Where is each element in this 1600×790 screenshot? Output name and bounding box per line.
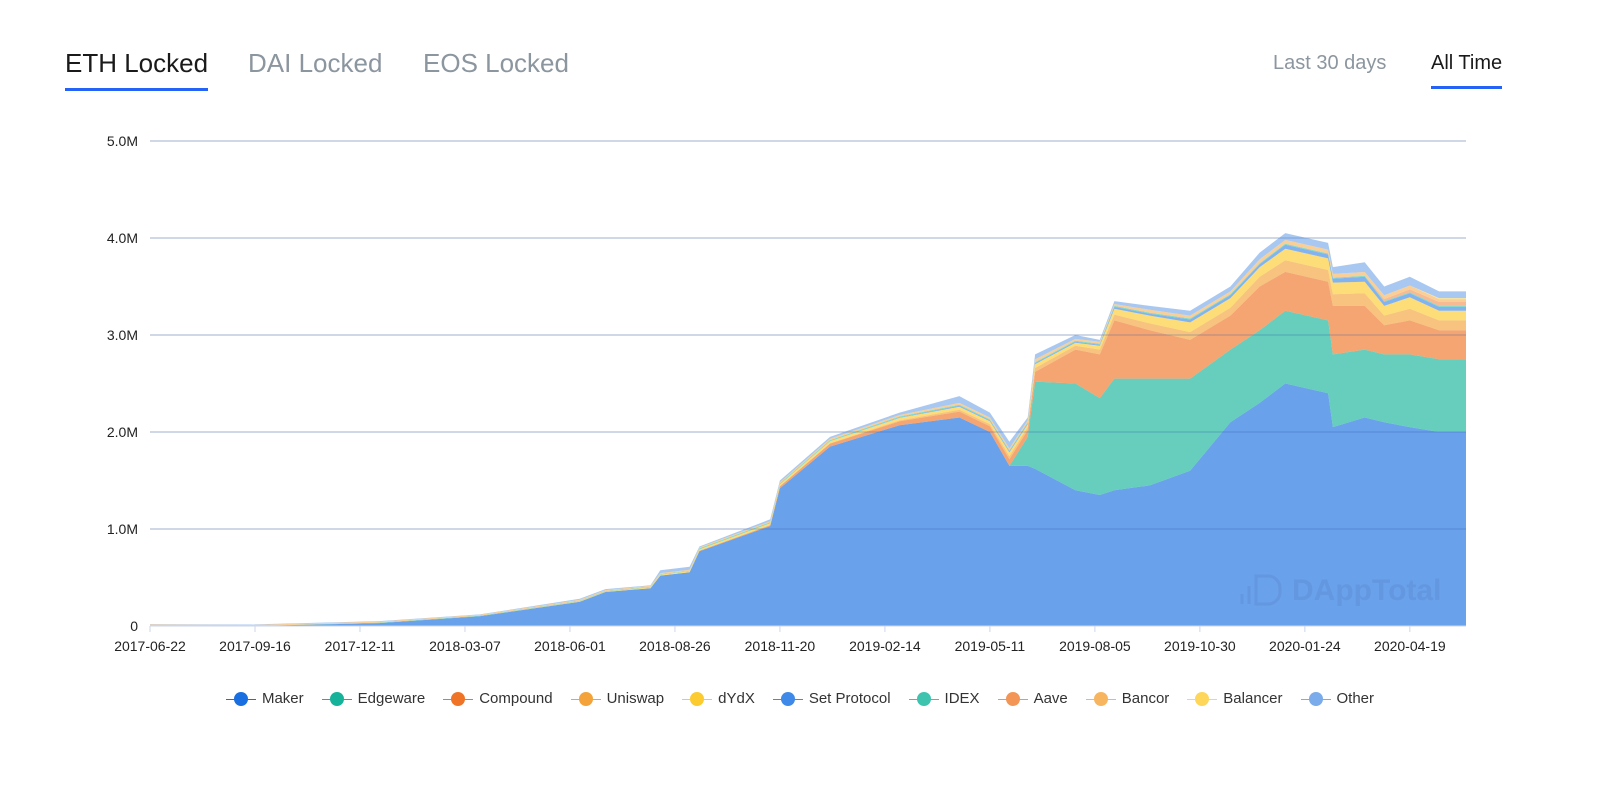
x-tick-label: 2019-02-14 xyxy=(849,638,921,654)
legend-item-idex[interactable]: IDEX xyxy=(908,690,980,707)
stacked-area-chart: DAppTotal 0 1.0M 2.0M 3.0M 4.0M 5.0M 2017-06-2… xyxy=(107,133,1466,654)
x-tick-label: 2017-06-22 xyxy=(114,638,186,654)
x-tick-label: 2018-11-20 xyxy=(745,638,816,654)
dapptotal-watermark: DAppTotal xyxy=(1292,574,1441,607)
legend-label: Uniswap xyxy=(606,690,665,707)
legend-label: Bancor xyxy=(1121,690,1170,707)
legend-label: Other xyxy=(1336,690,1375,707)
legend-marker-icon xyxy=(772,691,803,706)
x-tick-label: 2018-06-01 xyxy=(534,638,606,654)
y-tick-label: 2.0M xyxy=(107,424,138,440)
legend-label: Balancer xyxy=(1223,690,1283,707)
legend-marker-icon xyxy=(570,691,601,706)
legend-marker-icon xyxy=(908,691,939,706)
legend-item-other[interactable]: Other xyxy=(1300,690,1375,707)
area-compound xyxy=(150,271,1466,626)
legend-item-dydx[interactable]: dYdX xyxy=(682,690,755,707)
legend-marker-icon xyxy=(1187,691,1218,706)
x-tick-label: 2019-08-05 xyxy=(1059,638,1131,654)
legend-marker-icon xyxy=(443,691,474,706)
x-tick-label: 2017-09-16 xyxy=(219,638,291,654)
x-tick-label: 2018-03-07 xyxy=(429,638,501,654)
legend-label: Compound xyxy=(479,690,553,707)
tab-eth-locked[interactable]: ETH Locked xyxy=(65,48,209,91)
dapptotal-logo-icon xyxy=(1240,574,1282,606)
area-maker xyxy=(150,383,1466,626)
y-tick-label: 3.0M xyxy=(107,327,138,343)
legend-label: dYdX xyxy=(718,690,755,707)
range-last-30-days[interactable]: Last 30 days xyxy=(1273,52,1387,74)
y-tick-label: 1.0M xyxy=(107,521,138,537)
x-tick-label: 2019-05-11 xyxy=(955,638,1026,654)
legend-marker-icon xyxy=(321,691,352,706)
legend-marker-icon xyxy=(997,691,1028,706)
legend-label: IDEX xyxy=(944,690,980,707)
legend-label: Aave xyxy=(1033,690,1068,707)
tab-eos-locked[interactable]: EOS Locked xyxy=(423,48,569,78)
area-dydx xyxy=(150,248,1466,626)
x-tick-label: 2019-10-30 xyxy=(1164,638,1236,654)
legend-marker-icon xyxy=(1085,691,1116,706)
legend-item-compound[interactable]: Compound xyxy=(443,690,553,707)
y-tick-label: 5.0M xyxy=(107,133,138,149)
legend-item-set-protocol[interactable]: Set Protocol xyxy=(772,690,891,707)
chart-legend: Maker Edgeware Compound Uniswap dYdX Set Prot… xyxy=(0,690,1600,707)
legend-item-bancor[interactable]: Bancor xyxy=(1085,690,1170,707)
legend-item-edgeware[interactable]: Edgeware xyxy=(321,690,426,707)
legend-marker-icon xyxy=(1300,691,1331,706)
range-all-time[interactable]: All Time xyxy=(1431,52,1503,89)
legend-item-maker[interactable]: Maker xyxy=(225,690,304,707)
x-tick-label: 2020-04-19 xyxy=(1374,638,1446,654)
legend-item-uniswap[interactable]: Uniswap xyxy=(570,690,665,707)
area-edgeware xyxy=(150,310,1466,626)
legend-item-balancer[interactable]: Balancer xyxy=(1187,690,1283,707)
x-tick-label: 2020-01-24 xyxy=(1269,638,1341,654)
x-tick-label: 2018-08-26 xyxy=(639,638,711,654)
y-tick-label: 4.0M xyxy=(107,230,138,246)
legend-label: Maker xyxy=(261,690,304,707)
legend-label: Edgeware xyxy=(357,690,426,707)
legend-item-aave[interactable]: Aave xyxy=(997,690,1068,707)
tab-dai-locked[interactable]: DAI Locked xyxy=(248,48,383,78)
legend-label: Set Protocol xyxy=(808,690,891,707)
y-tick-label: 0 xyxy=(130,618,138,634)
legend-marker-icon xyxy=(682,691,713,706)
legend-marker-icon xyxy=(225,691,256,706)
x-tick-label: 2017-12-11 xyxy=(325,638,396,654)
area-other xyxy=(150,233,1466,625)
area-uniswap xyxy=(150,260,1466,626)
